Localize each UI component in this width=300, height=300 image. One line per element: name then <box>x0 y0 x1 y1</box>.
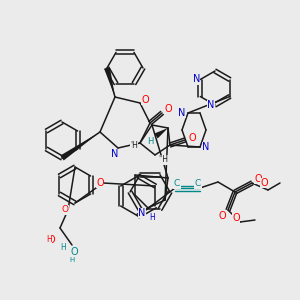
Text: O: O <box>218 211 226 221</box>
Text: N: N <box>111 149 119 159</box>
Text: 'H: 'H <box>130 142 138 151</box>
Text: N: N <box>207 100 215 110</box>
Text: N: N <box>202 142 210 152</box>
Text: ''H: ''H <box>158 155 168 164</box>
Text: H: H <box>60 244 66 253</box>
Text: H: H <box>147 137 153 146</box>
Text: N: N <box>178 108 186 118</box>
Text: N: N <box>138 208 146 218</box>
Text: O: O <box>141 95 149 105</box>
Text: H: H <box>149 214 155 223</box>
Text: C: C <box>195 179 201 188</box>
Text: O: O <box>96 178 104 188</box>
Text: O: O <box>70 247 78 257</box>
Polygon shape <box>104 67 115 97</box>
Text: O: O <box>164 104 172 114</box>
Text: O: O <box>188 133 196 143</box>
Text: C: C <box>174 179 180 188</box>
Polygon shape <box>154 128 168 139</box>
Polygon shape <box>60 132 100 160</box>
Text: O: O <box>260 178 268 188</box>
Text: O: O <box>232 213 240 223</box>
Text: O: O <box>61 206 68 214</box>
Text: N: N <box>193 74 200 85</box>
Text: H: H <box>69 257 75 263</box>
Text: O: O <box>254 174 262 184</box>
Text: H: H <box>46 236 52 244</box>
Text: O: O <box>47 235 55 245</box>
